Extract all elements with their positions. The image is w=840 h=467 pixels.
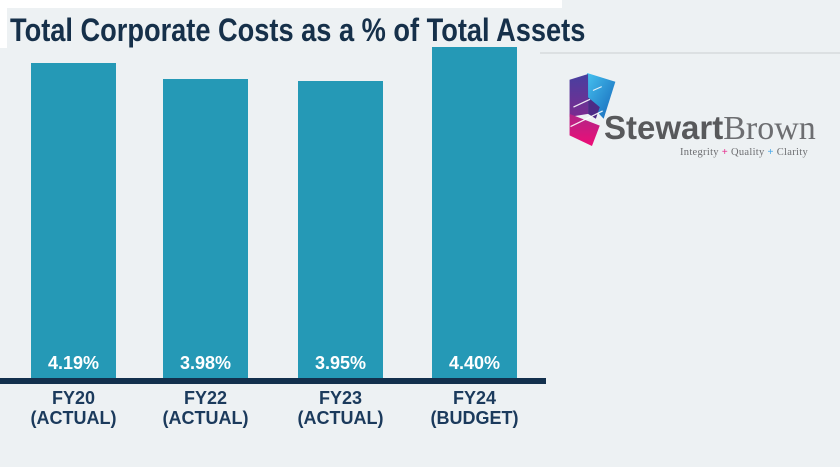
bar-value-label: 4.19% <box>47 353 100 373</box>
category-label-fy22-actual: FY22 (ACTUAL) <box>162 388 249 428</box>
bar-fy23-actual: 3.95% <box>298 81 383 378</box>
top-white-strip <box>0 0 562 8</box>
category-label-fy23-actual: FY23 (ACTUAL) <box>297 388 384 428</box>
bar-fy24-budget: 4.40% <box>432 47 517 378</box>
bar-fy22-actual: 3.98% <box>163 79 248 378</box>
stewartbrown-wordmark: StewartBrown <box>604 111 816 152</box>
category-label-fy24-budget: FY24 (BUDGET) <box>430 388 519 428</box>
bar-value-label: 3.95% <box>314 353 367 373</box>
chart-title: Total Corporate Costs as a % of Total As… <box>10 12 586 48</box>
brand-brown: Brown <box>723 110 816 147</box>
logo-tagline: Integrity + Quality + Clarity <box>679 147 808 158</box>
x-axis-line <box>0 378 546 384</box>
logo-pink-ribbon <box>569 113 600 147</box>
bar-fy20-actual: 4.19% <box>31 63 116 378</box>
divider-line <box>540 52 840 54</box>
brand-stewart: Stewart <box>604 109 724 146</box>
category-label-fy20-actual: FY20 (ACTUAL) <box>30 388 117 428</box>
left-white-strip <box>0 0 7 48</box>
bar-value-label: 4.40% <box>448 353 501 373</box>
stewartbrown-logo-mark <box>569 72 616 147</box>
logo-purple-ribbon <box>569 73 589 117</box>
bar-value-label: 3.98% <box>179 353 232 373</box>
